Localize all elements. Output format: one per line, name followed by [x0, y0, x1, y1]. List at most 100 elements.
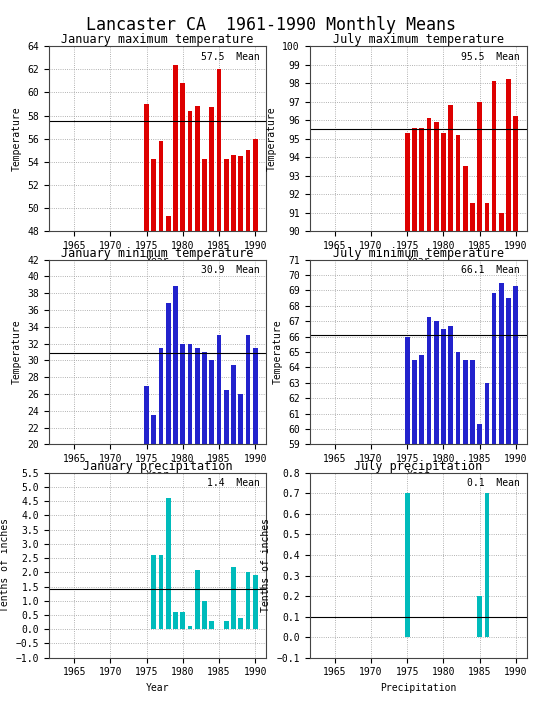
Bar: [224, 390, 229, 444]
Bar: [506, 298, 511, 444]
Bar: [238, 156, 243, 231]
Bar: [456, 135, 460, 231]
Bar: [173, 612, 178, 629]
Bar: [151, 415, 156, 444]
Bar: [470, 360, 475, 444]
Bar: [492, 294, 496, 444]
Bar: [245, 572, 250, 629]
Bar: [441, 133, 446, 231]
Bar: [434, 321, 439, 444]
Bar: [484, 203, 489, 231]
Bar: [514, 117, 518, 231]
Bar: [159, 348, 163, 444]
Bar: [166, 498, 171, 629]
Bar: [412, 360, 417, 444]
Bar: [514, 286, 518, 444]
Text: 66.1  Mean: 66.1 Mean: [462, 265, 520, 275]
X-axis label: Year: Year: [406, 257, 430, 267]
Bar: [231, 155, 236, 231]
Title: July precipitation: July precipitation: [354, 460, 482, 473]
X-axis label: Year: Year: [146, 683, 169, 693]
Bar: [463, 360, 468, 444]
Bar: [195, 348, 200, 444]
Bar: [159, 555, 163, 629]
Bar: [419, 127, 424, 231]
Y-axis label: Temperature: Temperature: [12, 107, 22, 171]
Bar: [412, 127, 417, 231]
Bar: [144, 104, 149, 231]
X-axis label: Precipitation: Precipitation: [380, 683, 456, 693]
Y-axis label: Tenths of inches: Tenths of inches: [0, 518, 10, 612]
Bar: [253, 139, 257, 231]
Bar: [188, 343, 192, 444]
Bar: [224, 621, 229, 629]
Text: 0.1  Mean: 0.1 Mean: [468, 479, 520, 488]
Bar: [231, 365, 236, 444]
Bar: [151, 555, 156, 629]
Title: January maximum temperature: January maximum temperature: [61, 33, 254, 46]
Bar: [210, 107, 214, 231]
Bar: [456, 352, 460, 444]
Bar: [499, 213, 504, 231]
Bar: [506, 80, 511, 231]
Bar: [238, 618, 243, 629]
Bar: [202, 159, 207, 231]
Bar: [180, 83, 185, 231]
Bar: [405, 133, 409, 231]
Bar: [144, 385, 149, 444]
Bar: [224, 159, 229, 231]
Bar: [217, 69, 222, 231]
Bar: [217, 335, 222, 444]
Text: 57.5  Mean: 57.5 Mean: [201, 52, 260, 62]
Title: July minimum temperature: July minimum temperature: [333, 247, 503, 260]
Bar: [477, 102, 482, 231]
Bar: [484, 383, 489, 444]
Bar: [195, 106, 200, 231]
Text: 30.9  Mean: 30.9 Mean: [201, 265, 260, 275]
Bar: [151, 159, 156, 231]
Bar: [405, 336, 409, 444]
X-axis label: Year: Year: [146, 470, 169, 480]
Bar: [419, 355, 424, 444]
Bar: [463, 166, 468, 231]
Bar: [166, 216, 171, 231]
Bar: [173, 65, 178, 231]
Bar: [477, 424, 482, 444]
Bar: [188, 626, 192, 629]
Y-axis label: Temperature: Temperature: [267, 107, 276, 171]
Bar: [245, 335, 250, 444]
Bar: [449, 105, 453, 231]
Bar: [449, 326, 453, 444]
Bar: [492, 81, 496, 231]
Y-axis label: Tenths of inches: Tenths of inches: [261, 518, 271, 612]
Bar: [188, 111, 192, 231]
Bar: [405, 493, 409, 637]
Bar: [202, 601, 207, 629]
Text: 95.5  Mean: 95.5 Mean: [462, 52, 520, 62]
X-axis label: Year: Year: [146, 257, 169, 267]
Bar: [427, 118, 431, 231]
Bar: [434, 122, 439, 231]
Text: Lancaster CA  1961-1990 Monthly Means: Lancaster CA 1961-1990 Monthly Means: [86, 16, 457, 33]
Bar: [484, 493, 489, 637]
Bar: [477, 596, 482, 637]
Title: July maximum temperature: July maximum temperature: [333, 33, 503, 46]
Bar: [210, 360, 214, 444]
Bar: [210, 621, 214, 629]
Bar: [231, 567, 236, 629]
Bar: [238, 394, 243, 444]
Title: January precipitation: January precipitation: [83, 460, 232, 473]
Bar: [180, 343, 185, 444]
Title: January minimum temperature: January minimum temperature: [61, 247, 254, 260]
Text: 1.4  Mean: 1.4 Mean: [207, 479, 260, 488]
Bar: [159, 141, 163, 231]
Bar: [427, 316, 431, 444]
Bar: [166, 303, 171, 444]
Bar: [441, 328, 446, 444]
Bar: [202, 352, 207, 444]
Bar: [499, 282, 504, 444]
Bar: [173, 287, 178, 444]
Bar: [470, 203, 475, 231]
Bar: [253, 348, 257, 444]
Y-axis label: Temperature: Temperature: [12, 320, 22, 384]
